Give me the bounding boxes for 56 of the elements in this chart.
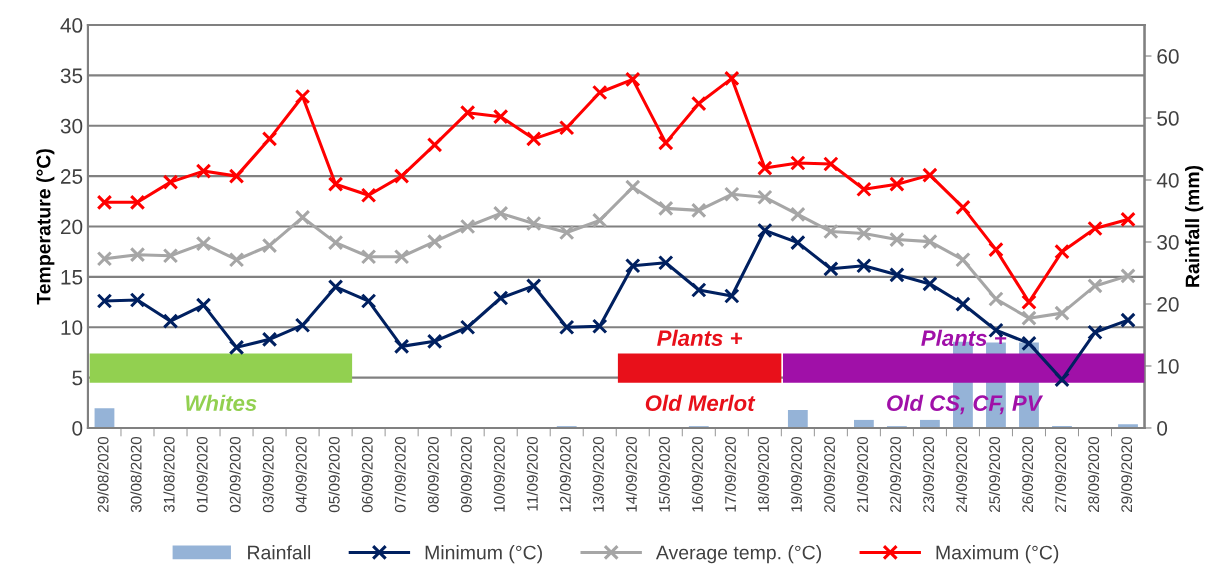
y2-tick-label: 10 (1157, 358, 1179, 374)
x-tick-label: 08/09/2020 (427, 436, 439, 513)
x-tick-label: 28/09/2020 (1087, 436, 1100, 512)
x-tick-label: 20/09/2020 (823, 436, 835, 512)
y-tick-label: 30 (60, 118, 83, 134)
legend-label: Average temp. (°C) (655, 545, 821, 564)
x-tick-label: 27/09/2020 (1054, 436, 1067, 512)
y-tick-label: 5 (72, 370, 83, 386)
x-tick-label: 03/09/2020 (262, 436, 274, 513)
text: Plants + Old Merlot (645, 329, 756, 412)
x-tick-label: 07/09/2020 (394, 436, 406, 513)
legend-label: Rainfall (248, 545, 311, 560)
x-tick-label: 26/09/2020 (1021, 436, 1034, 512)
y2-tick-label: 30 (1157, 234, 1179, 250)
y-tick-label: 35 (60, 68, 83, 84)
x-tick-label: 21/09/2020 (856, 436, 868, 512)
x-tick-label: 19/09/2020 (790, 436, 802, 512)
y2-tick-label: 40 (1156, 173, 1179, 188)
x-tick-label: 06/09/2020 (361, 436, 373, 513)
x-tick-label: 01/09/2020 (196, 436, 208, 513)
x-tick-label: 14/09/2020 (625, 436, 637, 512)
x-tick-label: 24/09/2020 (955, 436, 968, 512)
x-tick-label: 11/09/2020 (526, 436, 538, 511)
x-tick-label: 29/08/2020 (97, 436, 109, 512)
x-tick-label: 17/09/2020 (724, 436, 736, 512)
y-tick-label: 20 (60, 219, 83, 235)
y-axis-title: Temperature (°C) (36, 149, 55, 305)
y-tick-label: 10 (61, 320, 83, 335)
y2-tick-label: 50 (1157, 111, 1179, 126)
x-tick-label: 18/09/2020 (757, 436, 769, 512)
y2-tick-label: 60 (1157, 49, 1179, 64)
x-tick-label: 25/09/2020 (988, 436, 1001, 512)
y2-tick-label: 20 (1157, 296, 1179, 312)
x-tick-label: 12/09/2020 (559, 436, 571, 512)
y-tick-label: 15 (61, 270, 83, 285)
x-tick-label: 22/09/2020 (889, 436, 901, 512)
x-tick-label: 10/09/2020 (493, 436, 505, 512)
legend-label: Maximum (°C) (936, 545, 1059, 564)
y-tick-label: 0 (72, 420, 83, 436)
x-tick-label: 04/09/2020 (295, 436, 307, 513)
y-tick-label: 25 (60, 169, 83, 184)
x-tick-label: 13/09/2020 (592, 436, 604, 512)
x-tick-label: 05/09/2020 (328, 436, 340, 513)
legend-label: Minimum (°C) (425, 545, 542, 564)
x-tick-label: 16/09/2020 (691, 436, 703, 512)
x-tick-label: 15/09/2020 (658, 436, 670, 512)
x-tick-label: 02/09/2020 (229, 436, 241, 513)
x-tick-label: 30/08/2020 (130, 436, 142, 513)
band-label: Whites (186, 394, 257, 412)
y2-axis-title: Rainfall (mm) (1185, 165, 1204, 287)
x-tick-label: 23/09/2020 (922, 436, 935, 512)
x-tick-label: 31/08/2020 (163, 436, 175, 513)
x-tick-label: 09/09/2020 (460, 436, 472, 513)
y-tick-label: 40 (60, 18, 83, 33)
x-tick-label: 29/09/2020 (1120, 436, 1133, 512)
y2-tick-label: 0 (1157, 420, 1168, 436)
